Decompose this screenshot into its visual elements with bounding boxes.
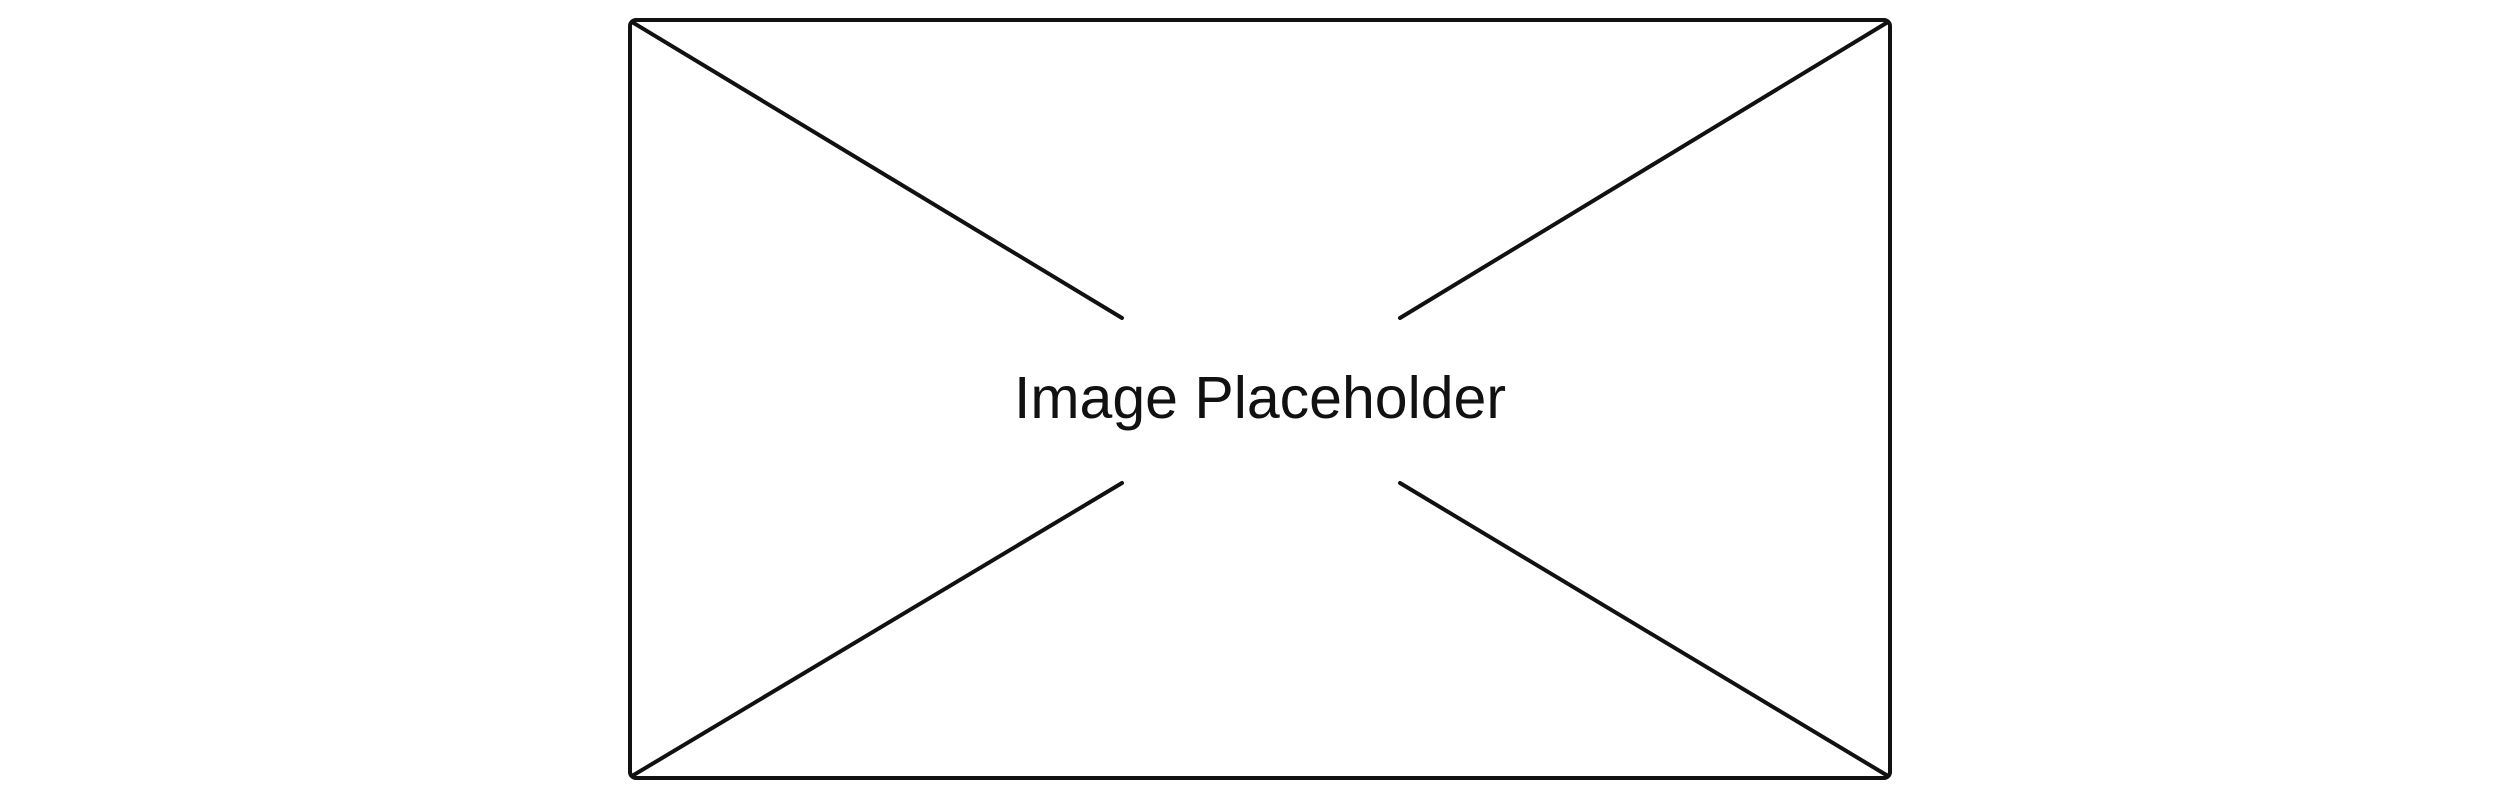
placeholder-label: Image Placeholder xyxy=(1014,365,1506,431)
diagonal-line-bottom-right xyxy=(1398,481,1890,778)
diagonal-line-bottom-left xyxy=(630,481,1124,778)
image-placeholder-icon xyxy=(628,18,1892,780)
diagonal-line-top-right xyxy=(1398,20,1890,320)
image-placeholder: Image Placeholder xyxy=(628,18,1892,780)
diagonal-line-top-left xyxy=(630,20,1124,320)
